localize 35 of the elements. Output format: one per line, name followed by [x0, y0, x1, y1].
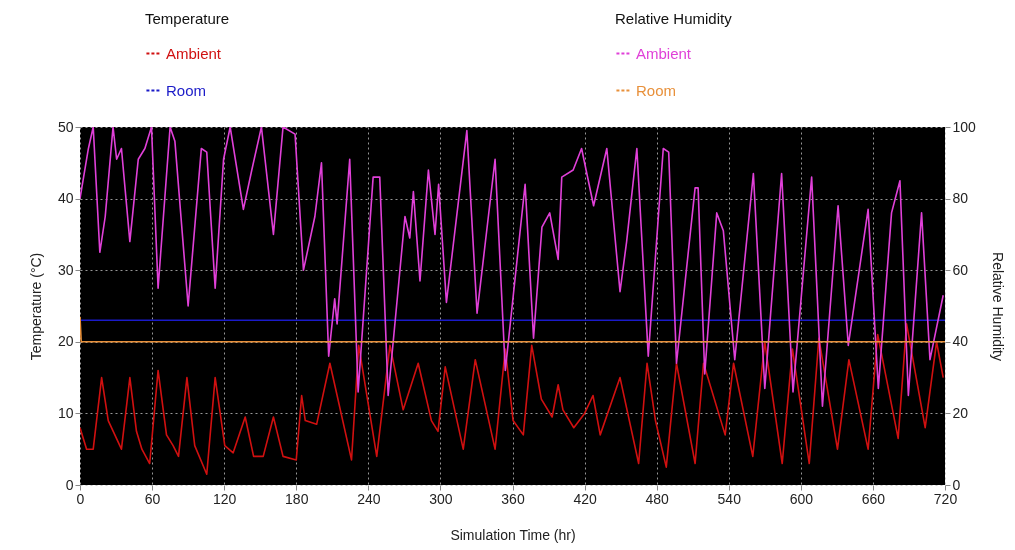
legend-label: Ambient — [166, 44, 222, 62]
x-tick-label: 420 — [573, 490, 597, 507]
y2-axis-title: Relative Humidity — [989, 252, 1006, 361]
y2-tick-label: 20 — [952, 404, 969, 421]
y-tick-label: 40 — [57, 190, 74, 207]
x-tick-label: 600 — [789, 490, 814, 507]
text: Temperature — [145, 10, 230, 27]
y-tick-label: 10 — [57, 404, 74, 421]
y2-tick-label: 80 — [952, 190, 969, 207]
y-tick-label: 30 — [57, 261, 74, 278]
x-axis-title: Simulation Time (hr) — [450, 526, 576, 543]
legend-label: Ambient — [636, 44, 692, 62]
y2-tick-label: 0 — [952, 476, 961, 493]
y-tick-label: 50 — [57, 118, 74, 135]
legend-label: Room — [636, 81, 677, 99]
text: Relative Humidity — [615, 10, 732, 27]
y2-tick-label: 40 — [952, 333, 969, 350]
x-tick-label: 660 — [861, 490, 886, 507]
x-tick-label: 240 — [357, 490, 381, 507]
x-tick-label: 360 — [501, 490, 525, 507]
y-tick-label: 0 — [65, 476, 74, 493]
y-axis-title: Temperature (°C) — [27, 252, 44, 361]
y2-tick-label: 60 — [952, 261, 969, 278]
x-tick-label: 0 — [76, 490, 85, 507]
x-tick-label: 480 — [645, 490, 670, 507]
x-tick-label: 720 — [933, 490, 958, 507]
x-tick-label: 180 — [285, 490, 309, 507]
x-tick-label: 300 — [429, 490, 453, 507]
x-tick-label: 60 — [144, 490, 161, 507]
x-tick-label: 120 — [212, 490, 237, 507]
y2-tick-label: 100 — [952, 118, 977, 135]
legend-label: Room — [166, 81, 207, 99]
line-series — [80, 323, 944, 476]
y-tick-label: 20 — [57, 333, 74, 350]
x-tick-label: 540 — [717, 490, 742, 507]
